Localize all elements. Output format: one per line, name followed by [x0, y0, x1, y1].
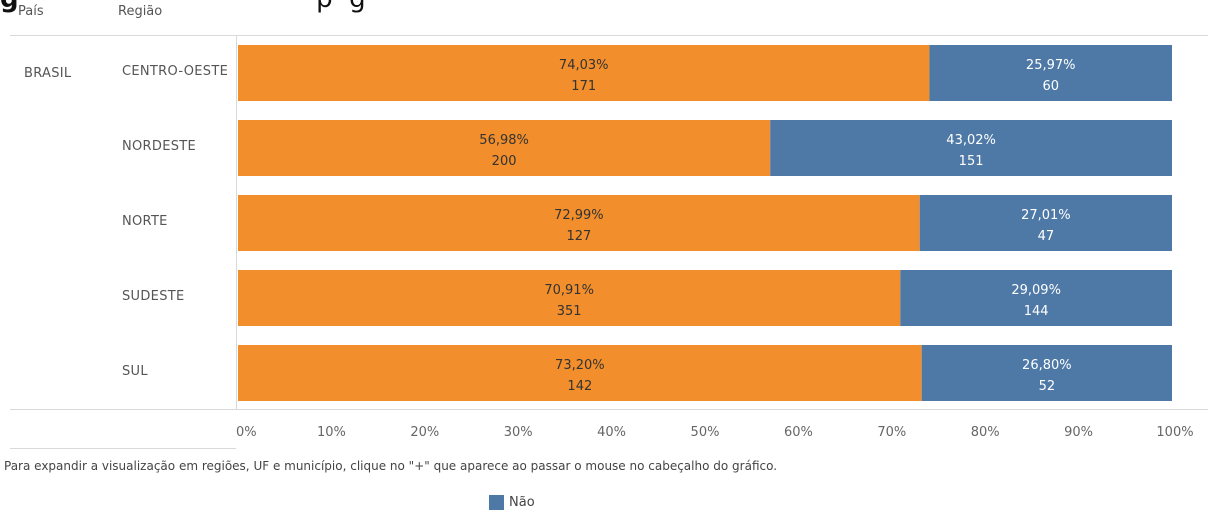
header-divider — [10, 35, 1208, 36]
axis-divider — [10, 409, 1208, 410]
legend[interactable]: Não — [489, 495, 535, 510]
data-label-count: 144 — [1024, 304, 1049, 319]
data-label-percent: 43,02% — [946, 133, 996, 148]
region-label[interactable]: CENTRO-OESTE — [122, 64, 229, 79]
x-tick-label: 80% — [971, 425, 1000, 440]
region-label[interactable]: SUDESTE — [122, 289, 185, 304]
bar-segment-nao[interactable] — [919, 195, 1172, 251]
data-label-count: 127 — [566, 229, 591, 244]
x-tick-label: 60% — [784, 425, 813, 440]
data-label-percent: 25,97% — [1026, 58, 1076, 73]
x-tick-label: 10% — [317, 425, 346, 440]
row-header-divider — [236, 36, 237, 409]
region-label[interactable]: NORTE — [122, 214, 168, 229]
bar-segment-sim[interactable] — [238, 270, 901, 326]
x-tick-label: 0% — [236, 425, 257, 440]
bar-segment-nao[interactable] — [929, 45, 1172, 101]
data-label-percent: 56,98% — [479, 133, 529, 148]
row-header-bottom — [10, 448, 236, 449]
bar-segment-nao[interactable] — [770, 120, 1172, 176]
region-label[interactable]: SUL — [122, 364, 148, 379]
data-label-count: 142 — [567, 379, 592, 394]
x-tick-label: 50% — [691, 425, 720, 440]
x-tick-label: 30% — [504, 425, 533, 440]
data-label-percent: 27,01% — [1021, 208, 1071, 223]
header-regiao[interactable]: Região — [118, 4, 163, 19]
data-label-percent: 29,09% — [1011, 283, 1061, 298]
data-label-count: 171 — [571, 79, 596, 94]
x-tick-label: 90% — [1064, 425, 1093, 440]
data-label-count: 52 — [1039, 379, 1056, 394]
data-label-percent: 73,20% — [555, 358, 605, 373]
data-label-percent: 74,03% — [559, 58, 609, 73]
legend-swatch-nao — [489, 495, 504, 510]
data-label-percent: 72,99% — [554, 208, 604, 223]
x-tick-label: 70% — [877, 425, 906, 440]
legend-label-nao: Não — [509, 495, 535, 510]
x-tick-label: 20% — [410, 425, 439, 440]
x-tick-label: 100% — [1156, 425, 1193, 440]
x-tick-label: 40% — [597, 425, 626, 440]
data-label-count: 60 — [1042, 79, 1059, 94]
bar-segment-nao[interactable] — [921, 345, 1172, 401]
pais-label[interactable]: BRASIL — [24, 66, 72, 81]
bar-segment-sim[interactable] — [238, 120, 771, 176]
data-label-count: 200 — [492, 154, 517, 169]
bar-segment-sim[interactable] — [238, 195, 920, 251]
bar-segment-nao[interactable] — [900, 270, 1172, 326]
bar-segment-sim[interactable] — [238, 45, 930, 101]
data-label-count: 151 — [959, 154, 984, 169]
data-label-count: 47 — [1038, 229, 1055, 244]
header-pais[interactable]: País — [18, 4, 44, 19]
data-label-percent: 70,91% — [544, 283, 594, 298]
chart-title-clipped: g p g — [0, 0, 366, 14]
bar-segment-sim[interactable] — [238, 345, 922, 401]
data-label-percent: 26,80% — [1022, 358, 1072, 373]
data-label-count: 351 — [557, 304, 582, 319]
region-label[interactable]: NORDESTE — [122, 139, 197, 154]
stacked-bar-chart: 74,03% 171 25,97% 60 56,98% 200 43,02% 151 72,99… — [236, 45, 1194, 440]
footnote: Para expandir a visualização em regiões,… — [4, 459, 778, 473]
